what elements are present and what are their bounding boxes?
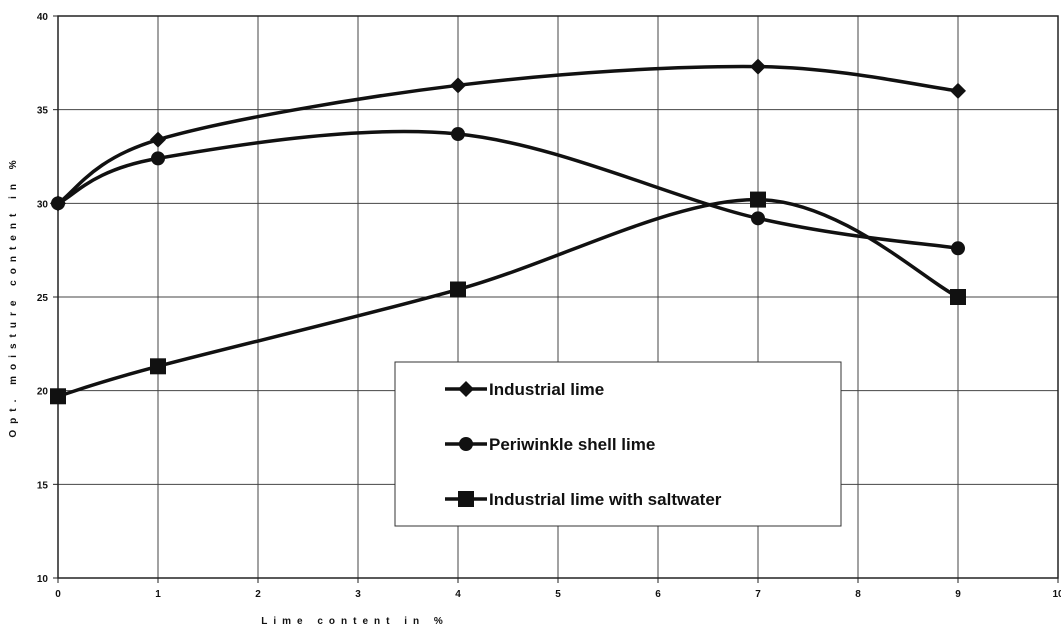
square-marker <box>450 281 466 298</box>
diamond-marker <box>150 131 166 148</box>
square-marker <box>458 491 474 507</box>
y-tick-label: 10 <box>37 574 49 585</box>
y-tick-label: 25 <box>37 293 49 304</box>
series-group <box>50 58 966 405</box>
diamond-marker <box>750 58 766 75</box>
square-marker <box>950 289 966 305</box>
x-tick-label: 4 <box>455 589 461 600</box>
circle-marker <box>151 151 165 166</box>
x-axis-ticks: 0 1 2 3 4 5 6 7 8 9 10 <box>55 578 1061 600</box>
circle-marker <box>751 211 765 226</box>
series-line <box>57 64 959 205</box>
series-3 <box>50 191 966 405</box>
legend-label: Industrial lime <box>489 380 604 399</box>
circle-marker <box>459 437 473 451</box>
y-tick-label: 30 <box>37 199 49 210</box>
series-1 <box>50 58 966 212</box>
y-tick-label: 40 <box>37 12 49 23</box>
circle-marker <box>451 127 465 142</box>
legend: Industrial lime Periwinkle shell lime Indu… <box>394 361 842 527</box>
y-tick-label: 15 <box>37 480 49 491</box>
x-tick-label: 3 <box>355 589 361 600</box>
diamond-marker <box>450 77 466 94</box>
x-tick-label: 7 <box>755 589 761 600</box>
legend-label: Industrial lime with saltwater <box>489 490 722 509</box>
x-tick-label: 6 <box>655 589 661 600</box>
square-marker <box>750 191 766 208</box>
square-marker <box>50 388 66 405</box>
legend-label: Periwinkle shell lime <box>489 435 655 454</box>
diamond-marker <box>458 381 474 397</box>
y-axis-title: Opt. moisture content in % <box>8 154 19 437</box>
x-tick-label: 0 <box>55 589 61 600</box>
diamond-marker <box>950 82 966 99</box>
y-tick-label: 20 <box>37 387 49 398</box>
series-2 <box>51 127 965 256</box>
x-tick-label: 1 <box>155 589 161 600</box>
square-marker <box>150 358 166 375</box>
x-tick-label: 9 <box>955 589 961 600</box>
circle-marker <box>951 241 965 256</box>
y-axis-ticks: 10 15 20 25 30 35 40 <box>37 12 58 585</box>
x-tick-label: 2 <box>255 589 261 600</box>
circle-marker <box>51 196 65 211</box>
x-axis-title: Lime content in % <box>261 616 449 627</box>
series-line <box>57 129 959 251</box>
x-tick-label: 8 <box>855 589 861 600</box>
x-tick-label: 5 <box>555 589 561 600</box>
y-tick-label: 35 <box>37 106 49 117</box>
x-tick-label: 10 <box>1052 589 1061 600</box>
